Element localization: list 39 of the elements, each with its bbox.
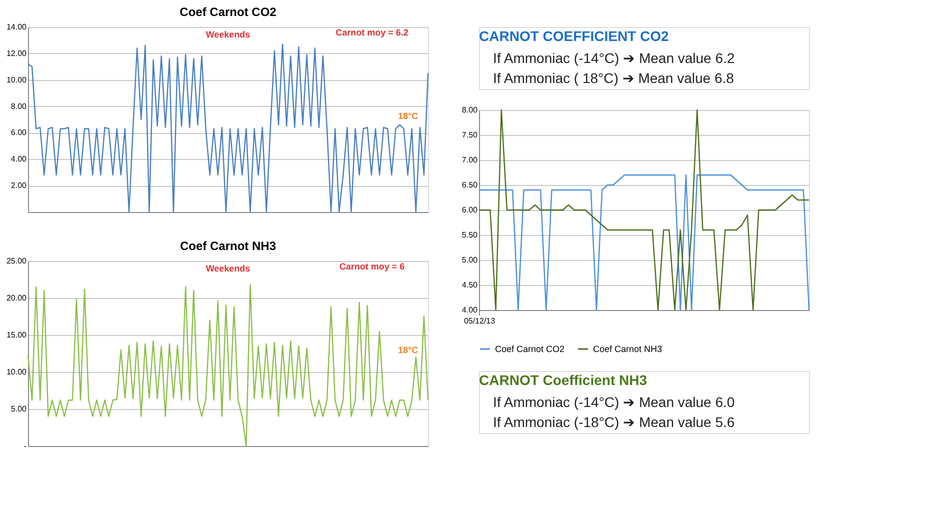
y-tick-label: 6.50 — [462, 180, 478, 190]
annotation: Weekends — [206, 263, 250, 274]
y-tick-label: 8.00 — [10, 102, 28, 111]
text: If Ammoniac (-14°C) ➔ Mean value 6.2 — [493, 50, 735, 66]
y-tick-label: 15.00 — [6, 330, 28, 340]
legend-label: Coef Carnot NH3 — [593, 344, 662, 354]
x-tick-label: 05/12/13 — [464, 316, 496, 326]
annotation: 18°C — [398, 110, 419, 121]
text: CARNOT COEFFICIENT CO2 — [479, 28, 669, 44]
y-tick-label: 8.00 — [462, 106, 478, 114]
y-tick-label: 20.00 — [6, 294, 28, 302]
y-tick-label: 25.00 — [6, 256, 28, 266]
y-tick-label: 5.00 — [462, 256, 478, 264]
text: If Ammoniac ( 18°C) ➔ Mean value 6.8 — [493, 70, 734, 86]
y-tick-label: 10.00 — [6, 75, 28, 84]
annotation: 18°C — [398, 344, 419, 355]
annotation: Weekends — [206, 29, 250, 40]
y-tick-label: 10.00 — [6, 368, 28, 376]
annotation: Carnot moy = 6 — [339, 262, 405, 272]
y-tick-label: 12.00 — [6, 48, 28, 58]
text: CARNOT Coefficient NH3 — [479, 372, 648, 388]
y-tick-label: 5.00 — [10, 404, 28, 414]
text: If Ammoniac (-18°C) ➔ Mean value 5.6 — [493, 414, 735, 430]
annotation: Carnot moy = 6.2 — [336, 28, 408, 38]
y-tick-label: 7.50 — [462, 130, 478, 140]
y-tick-label: 14.00 — [6, 22, 28, 32]
y-tick-label: 4.50 — [462, 280, 478, 290]
y-tick-label: 4.00 — [10, 154, 28, 164]
y-tick-label: 2.00 — [10, 181, 28, 190]
text: If Ammoniac (-14°C) ➔ Mean value 6.0 — [493, 394, 735, 410]
chart-title: Coef Carnot CO2 — [180, 5, 277, 19]
y-tick-label: 6.00 — [462, 206, 478, 214]
y-tick-label: 5.50 — [462, 230, 478, 240]
chart-title: Coef Carnot NH3 — [180, 239, 276, 253]
y-tick-label: 7.00 — [462, 156, 478, 164]
y-tick-label: 4.00 — [462, 306, 478, 314]
y-tick-label: - — [24, 442, 27, 450]
y-tick-label: 6.00 — [10, 128, 28, 138]
legend-label: Coef Carnot CO2 — [495, 344, 565, 354]
